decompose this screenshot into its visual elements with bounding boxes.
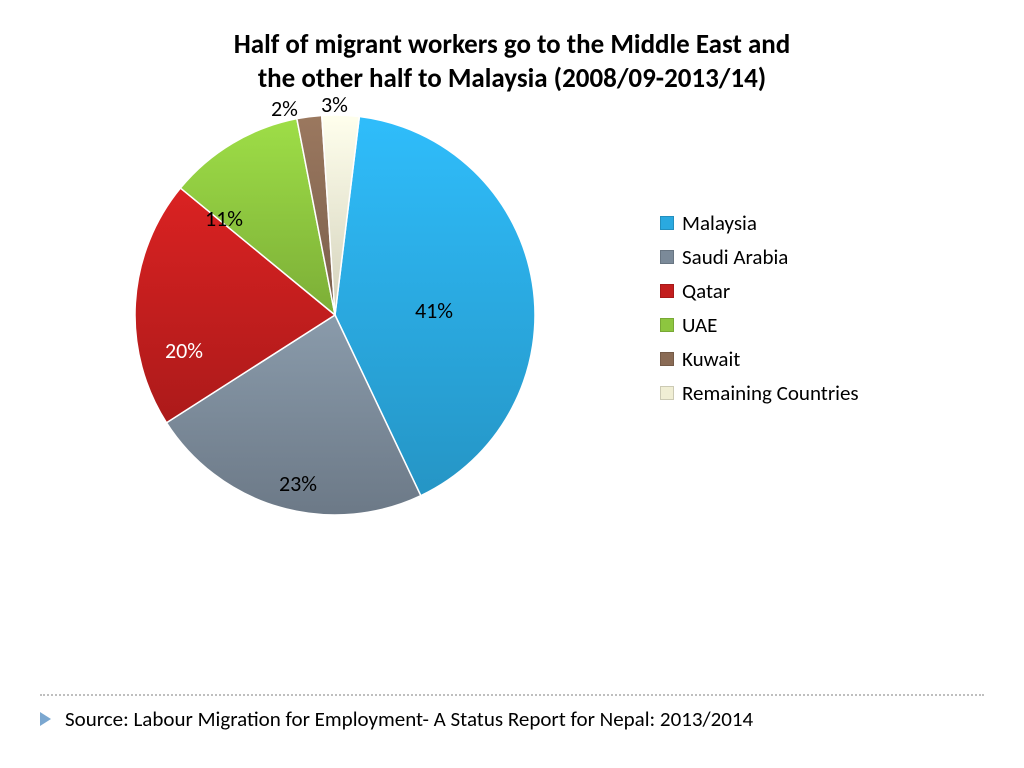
footer-divider [40, 694, 984, 696]
legend-swatch [660, 284, 674, 298]
legend-item-remaining-countries: Remaining Countries [660, 380, 859, 406]
chart-title: Half of migrant workers go to the Middle… [0, 0, 1024, 96]
pie-chart: 41%23%20%11%2%3% [125, 105, 545, 525]
footer-row: Source: Labour Migration for Employment-… [0, 706, 1024, 732]
slice-label-remaining-countries: 3% [321, 91, 348, 118]
legend-label: Kuwait [682, 346, 740, 372]
legend-swatch [660, 250, 674, 264]
legend-swatch [660, 318, 674, 332]
source-text: Source: Labour Migration for Employment-… [65, 706, 753, 732]
legend-item-kuwait: Kuwait [660, 346, 859, 372]
legend-swatch [660, 352, 674, 366]
legend-item-malaysia: Malaysia [660, 210, 859, 236]
legend-item-qatar: Qatar [660, 278, 859, 304]
chart-title-line2: the other half to Malaysia (2008/09-2013… [0, 62, 1024, 96]
legend-item-uae: UAE [660, 312, 859, 338]
legend-label: Saudi Arabia [682, 244, 788, 270]
legend-label: Qatar [682, 278, 730, 304]
legend-label: UAE [682, 312, 717, 338]
legend-label: Malaysia [682, 210, 757, 236]
legend-label: Remaining Countries [682, 380, 859, 406]
slice-label-saudi-arabia: 23% [279, 470, 317, 497]
chevron-right-icon [40, 712, 51, 726]
legend-swatch [660, 386, 674, 400]
slice-label-kuwait: 2% [271, 95, 298, 122]
chart-title-line1: Half of migrant workers go to the Middle… [0, 28, 1024, 62]
legend: Malaysia Saudi Arabia Qatar UAE Kuwait Remain… [660, 210, 859, 414]
legend-item-saudi-arabia: Saudi Arabia [660, 244, 859, 270]
pie-svg [125, 105, 545, 525]
slice-label-qatar: 20% [165, 337, 203, 364]
chart-area: 41%23%20%11%2%3% MalaysiaSaudi ArabiaQat… [0, 100, 1024, 640]
footer: Source: Labour Migration for Employment-… [0, 694, 1024, 732]
slice-label-malaysia: 41% [415, 297, 453, 324]
legend-swatch [660, 216, 674, 230]
slice-label-uae: 11% [205, 205, 243, 232]
